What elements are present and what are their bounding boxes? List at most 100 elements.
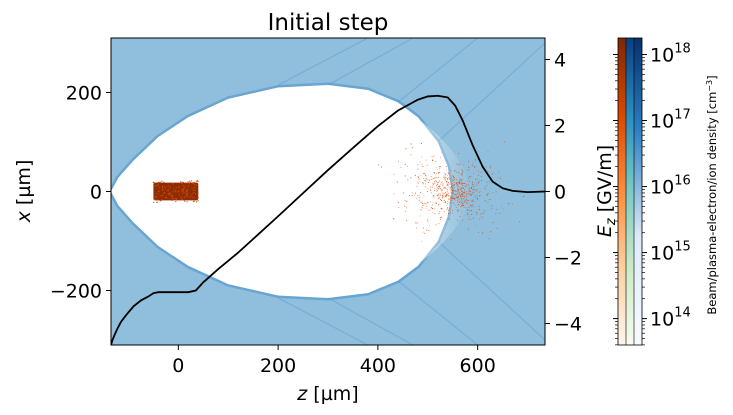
witness-particle (420, 240, 423, 243)
witness-particle (435, 224, 437, 226)
witness-particle (393, 217, 395, 220)
witness-particle (447, 195, 450, 197)
drive-beam-particle (182, 189, 184, 191)
drive-beam-particle (152, 201, 155, 203)
witness-particle (479, 190, 481, 192)
witness-particle (410, 154, 412, 156)
witness-particle (451, 187, 453, 189)
witness-particle (468, 180, 471, 182)
witness-particle (439, 188, 441, 190)
witness-particle (460, 189, 462, 191)
x-axis: 0 200 400 600 (172, 345, 496, 377)
drive-beam-particle (182, 188, 184, 190)
colorbar-tick-label: 1016 (650, 174, 691, 199)
witness-particle (444, 176, 446, 178)
witness-particle (459, 177, 461, 179)
witness-particle (421, 163, 423, 166)
drive-beam-particle (155, 196, 157, 198)
witness-particle (474, 224, 476, 226)
witness-particle (450, 178, 452, 180)
witness-particle (443, 186, 445, 188)
drive-beam-particle (163, 181, 165, 183)
witness-particle (432, 183, 434, 185)
witness-particle (480, 216, 482, 218)
witness-particle (461, 182, 463, 184)
witness-particle (453, 178, 456, 180)
witness-particle (442, 176, 445, 178)
witness-particle (461, 172, 464, 174)
witness-particle (508, 203, 510, 205)
drive-beam-particle (169, 194, 171, 196)
drive-beam-particle (193, 191, 195, 194)
witness-particle (478, 181, 480, 183)
drive-beam-particle (161, 180, 163, 182)
witness-particle (430, 201, 432, 203)
witness-particle (445, 176, 447, 178)
witness-particle (434, 190, 436, 192)
witness-particle (481, 180, 483, 182)
y2-tick-label: 0 (554, 182, 566, 204)
witness-particle (433, 172, 435, 174)
witness-particle (482, 216, 484, 219)
witness-particle (451, 183, 453, 185)
witness-particle (458, 194, 460, 196)
drive-beam-particle (175, 198, 178, 200)
drive-beam-particle (193, 182, 195, 184)
witness-particle (473, 191, 475, 193)
drive-beam-particle (194, 193, 197, 195)
witness-particle (462, 170, 464, 172)
drive-beam-particle (158, 186, 160, 189)
witness-particle (425, 178, 427, 180)
witness-particle (485, 166, 487, 168)
witness-particle (452, 185, 454, 187)
witness-particle (451, 192, 453, 194)
drive-beam-particle (156, 192, 158, 195)
witness-particle (463, 198, 465, 200)
witness-particle (421, 156, 423, 158)
witness-particle (404, 200, 406, 202)
witness-particle (454, 204, 456, 206)
drive-beam-particle (183, 184, 185, 187)
witness-particle (470, 176, 472, 178)
drive-beam-particle (161, 186, 164, 188)
drive-beam-particle (175, 186, 177, 188)
witness-particle (435, 181, 437, 183)
witness-particle (467, 176, 469, 178)
drive-beam-particle (164, 196, 166, 199)
witness-particle (468, 178, 470, 180)
witness-particle (440, 208, 442, 210)
drive-beam-particle (175, 191, 177, 193)
witness-particle (446, 200, 448, 202)
drive-beam-particle (179, 181, 182, 183)
drive-beam-particle (192, 200, 195, 203)
drive-beam-particle (174, 197, 176, 199)
witness-particle (433, 194, 435, 197)
witness-particle (417, 175, 419, 177)
witness-particle (426, 205, 428, 207)
witness-particle (398, 206, 400, 208)
drive-beam-particle (158, 191, 160, 193)
witness-particle (463, 182, 465, 184)
witness-particle (439, 166, 441, 168)
y2-tick-label: 2 (554, 115, 566, 137)
witness-particle (462, 197, 464, 199)
drive-beam-particle (190, 180, 192, 182)
witness-particle (462, 191, 464, 193)
witness-particle (422, 182, 424, 184)
drive-beam-particle (175, 199, 177, 201)
witness-particle (442, 184, 444, 186)
witness-particle (455, 195, 457, 197)
witness-particle (448, 183, 450, 185)
witness-particle (477, 232, 480, 234)
witness-particle (436, 184, 438, 186)
witness-particle (471, 181, 474, 183)
witness-particle (449, 199, 451, 201)
witness-particle (445, 166, 447, 168)
wake-streak (437, 240, 545, 341)
witness-particle (458, 164, 460, 166)
witness-particle (457, 193, 459, 195)
witness-particle (470, 186, 473, 189)
witness-particle (480, 171, 482, 173)
drive-beam-particle (173, 188, 175, 191)
drive-beam-particle (161, 187, 164, 189)
